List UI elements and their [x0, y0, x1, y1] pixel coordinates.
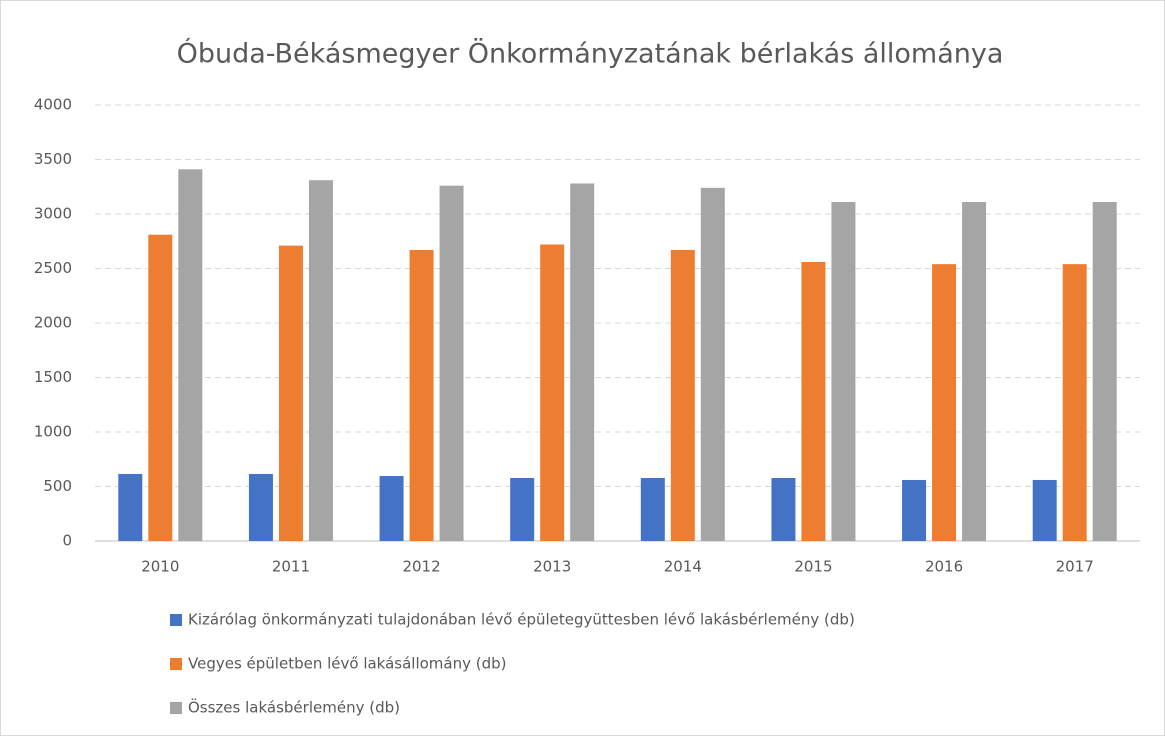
y-tick-label: 1000 [34, 423, 72, 441]
bar [510, 477, 535, 541]
x-tick-label: 2011 [272, 558, 310, 576]
bar [278, 245, 303, 542]
bar [962, 202, 987, 541]
x-tick-label: 2015 [794, 558, 832, 576]
bar [379, 476, 404, 541]
bar [570, 183, 595, 542]
bar [801, 261, 826, 541]
bar [540, 244, 565, 541]
x-tick-label: 2012 [402, 558, 440, 576]
bar [308, 180, 333, 541]
legend-swatch [170, 614, 182, 626]
bar [248, 473, 273, 541]
y-tick-label: 3000 [34, 205, 72, 223]
legend-swatch [170, 702, 182, 714]
bar [118, 473, 143, 541]
bar [1032, 479, 1057, 541]
legend-label: Összes lakásbérlemény (db) [188, 698, 400, 717]
bar [700, 187, 725, 541]
y-tick-label: 2000 [34, 314, 72, 332]
bar [1092, 202, 1117, 541]
bar [409, 249, 434, 541]
bar [902, 479, 927, 541]
x-tick-label: 2013 [533, 558, 571, 576]
bar [1062, 264, 1087, 541]
y-tick-label: 500 [43, 477, 72, 495]
x-tick-label: 2014 [664, 558, 702, 576]
legend-swatch [170, 658, 182, 670]
bar [771, 477, 796, 541]
y-tick-label: 4000 [34, 96, 72, 114]
bar [178, 169, 203, 541]
bar [439, 185, 464, 541]
legend-label: Kizárólag önkormányzati tulajdonában lév… [188, 611, 855, 629]
y-tick-label: 1500 [34, 368, 72, 386]
bar [670, 249, 695, 541]
bar [932, 264, 957, 541]
chart-title: Óbuda-Békásmegyer Önkormányzatának bérla… [177, 38, 1004, 70]
x-tick-label: 2016 [925, 558, 963, 576]
bar [640, 477, 665, 541]
y-tick-label: 2500 [34, 259, 72, 277]
bar [831, 202, 856, 541]
x-tick-label: 2017 [1056, 558, 1094, 576]
y-tick-label: 3500 [34, 150, 72, 168]
y-tick-label: 0 [62, 532, 72, 550]
legend-label: Vegyes épületben lévő lakásállomány (db) [188, 655, 507, 673]
x-tick-label: 2010 [141, 558, 179, 576]
bar [148, 234, 173, 541]
